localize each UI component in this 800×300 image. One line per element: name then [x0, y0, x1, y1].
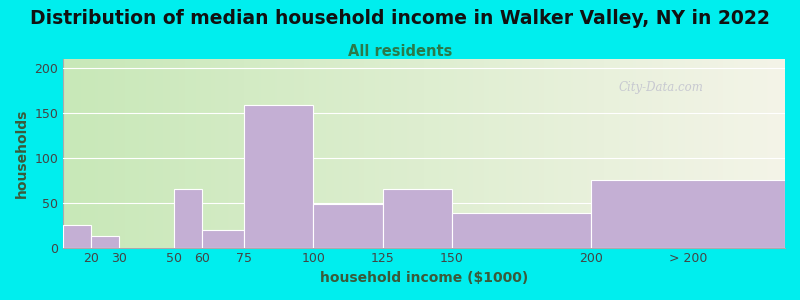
Bar: [202, 230, 244, 247]
X-axis label: household income ($1000): household income ($1000): [320, 271, 528, 285]
Text: All residents: All residents: [348, 44, 452, 59]
Bar: [244, 105, 313, 248]
Bar: [313, 204, 382, 248]
Text: Distribution of median household income in Walker Valley, NY in 2022: Distribution of median household income …: [30, 9, 770, 28]
Bar: [452, 213, 590, 247]
Bar: [174, 189, 202, 248]
Bar: [63, 225, 91, 248]
Text: City-Data.com: City-Data.com: [619, 81, 704, 94]
Y-axis label: households: households: [15, 108, 29, 198]
Bar: [382, 189, 452, 248]
Bar: [91, 236, 119, 248]
Bar: [590, 180, 785, 248]
